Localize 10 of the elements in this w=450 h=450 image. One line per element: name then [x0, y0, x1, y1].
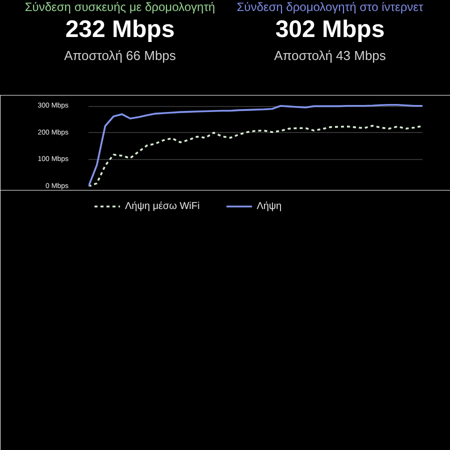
legend-label: Λήψη	[256, 200, 282, 212]
text: Σύνδεση συσκευής με δρομολογητή	[24, 0, 216, 15]
text: Αποστολή 66 Mbps	[63, 48, 177, 64]
line-series	[88, 104, 422, 186]
legend-label: Λήψη μέσω WiFi	[125, 200, 200, 212]
text: 232 Mbps	[64, 16, 176, 44]
text: Σύνδεση δρομολογητή στο ίντερνετ	[236, 0, 424, 15]
text: 302 Mbps	[274, 16, 386, 44]
line-series	[88, 124, 422, 186]
text: Αποστολή 43 Mbps	[273, 48, 387, 64]
